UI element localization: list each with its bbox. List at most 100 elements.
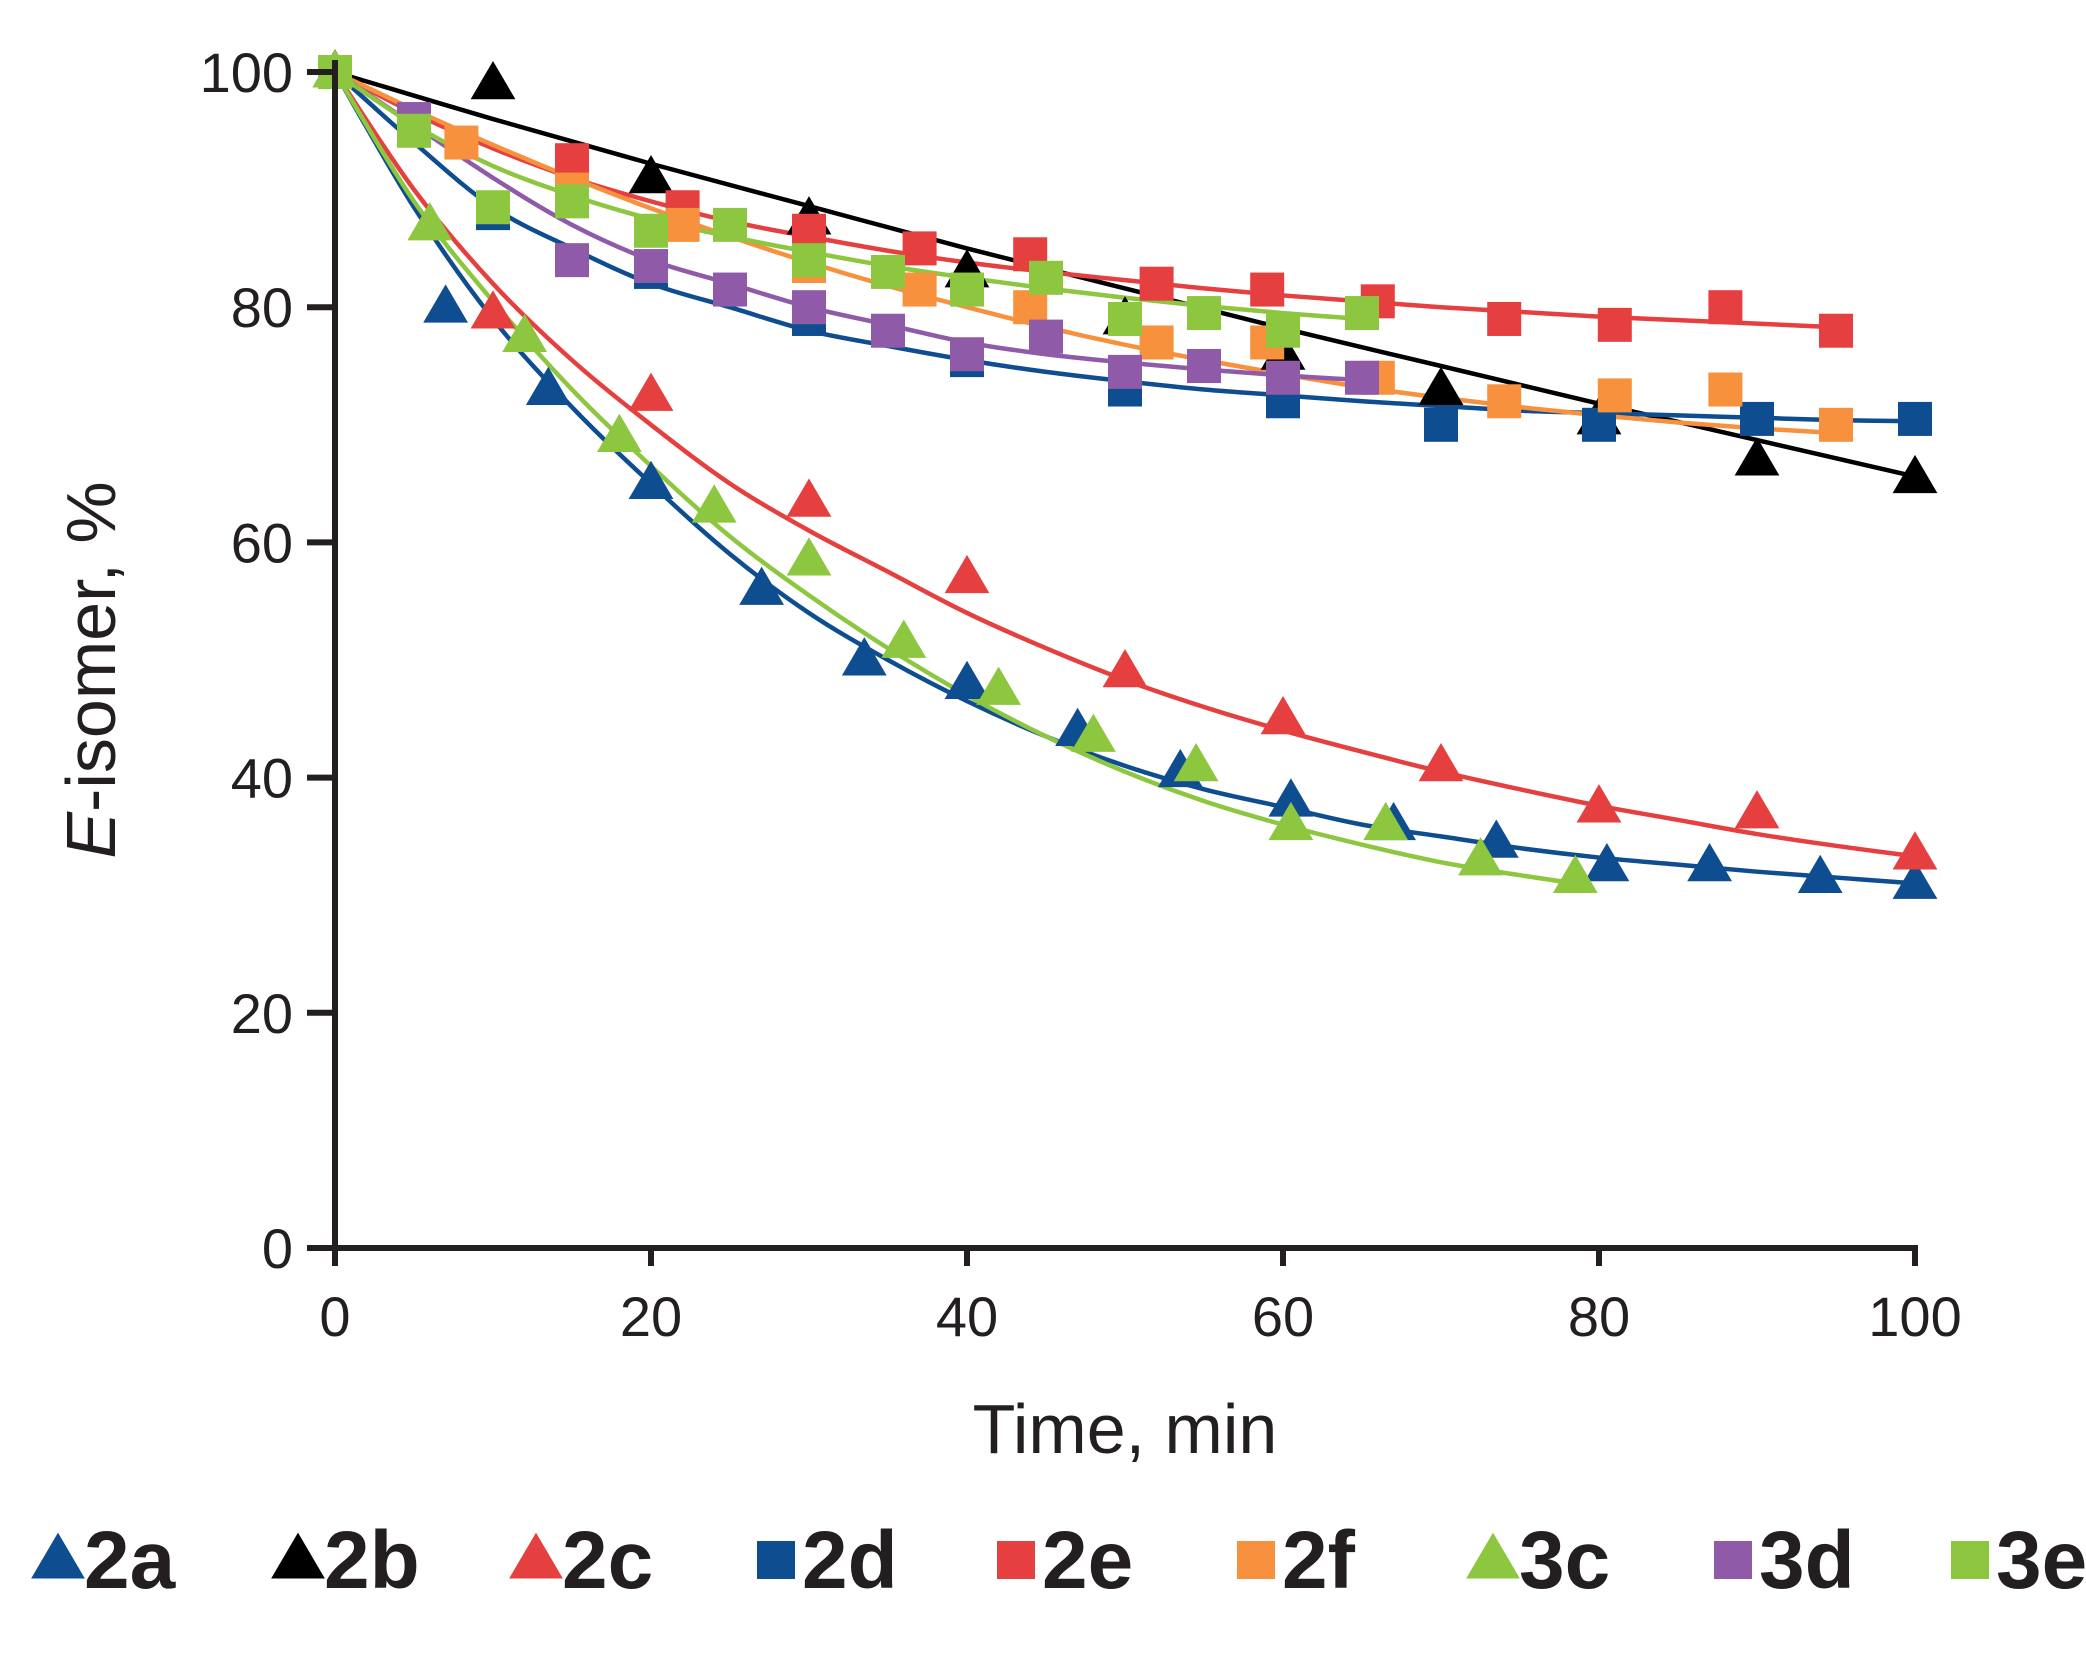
- data-point-3e: [1108, 301, 1142, 336]
- data-point-3c: [407, 202, 453, 241]
- legend-marker-2e: [997, 1541, 1035, 1579]
- legend-marker-3c: [1466, 1532, 1520, 1579]
- data-point-3d: [1345, 360, 1379, 395]
- legend-marker-2d: [757, 1541, 795, 1579]
- y-tick-label: 20: [231, 982, 293, 1045]
- data-point-2b: [1892, 454, 1938, 494]
- data-point-2c: [628, 372, 674, 411]
- data-point-3e: [871, 254, 905, 289]
- data-point-3c: [1173, 743, 1219, 782]
- data-point-2e: [902, 231, 937, 266]
- data-point-2c: [944, 554, 990, 594]
- data-point-3d: [1187, 349, 1221, 383]
- legend-marker-2c: [509, 1532, 563, 1579]
- x-tick-label: 20: [620, 1285, 682, 1348]
- data-point-2b: [1734, 437, 1780, 476]
- data-point-3c: [1363, 801, 1409, 841]
- legend-label-2c: 2c: [562, 1515, 653, 1606]
- axes: [332, 60, 1918, 1251]
- data-point-2a: [841, 637, 887, 676]
- data-point-3e: [476, 190, 510, 225]
- data-point-3e: [1187, 296, 1221, 331]
- data-point-3e: [634, 213, 668, 248]
- data-point-3d: [634, 249, 668, 284]
- data-point-2f: [444, 125, 479, 160]
- x-tick-label: 0: [319, 1285, 350, 1348]
- legend-label-2f: 2f: [1282, 1515, 1356, 1606]
- data-point-2c: [1260, 695, 1306, 735]
- y-tick-label: 100: [200, 41, 293, 104]
- data-point-3c: [976, 666, 1021, 705]
- data-point-2d: [1424, 407, 1458, 442]
- legend: 2a 2b 2c 2d 2e 2f 3c 3d 3e: [31, 1515, 2086, 1606]
- x-tick-label: 80: [1568, 1285, 1630, 1348]
- data-point-3e: [713, 207, 747, 242]
- data-point-2e: [1708, 290, 1743, 325]
- data-point-2e: [792, 213, 826, 248]
- data-point-3d: [950, 337, 984, 372]
- data-point-3d: [1029, 319, 1063, 354]
- y-axis-title-italic: E: [52, 811, 130, 859]
- legend-marker-3d: [1714, 1541, 1752, 1579]
- data-point-2b: [1418, 366, 1464, 405]
- y-tick-label: 60: [231, 511, 293, 574]
- data-point-3c: [502, 313, 547, 353]
- data-point-2a: [1687, 842, 1732, 882]
- data-point-2c: [1576, 784, 1622, 823]
- data-point-2a: [423, 284, 468, 323]
- data-point-2d: [1898, 401, 1932, 436]
- data-point-2f: [1708, 372, 1743, 407]
- y-tick-label: 80: [231, 276, 293, 339]
- data-point-3d: [792, 290, 826, 325]
- legend-label-3e: 3e: [1996, 1515, 2086, 1606]
- data-point-3d: [713, 272, 747, 307]
- data-point-2f: [1139, 325, 1174, 360]
- data-point-2a: [739, 566, 784, 605]
- data-point-2d: [1582, 407, 1616, 442]
- x-tick-label: 40: [936, 1285, 998, 1348]
- data-point-2f: [1013, 290, 1048, 325]
- y-axis-title-rest: -isomer, %: [52, 481, 130, 812]
- data-point-2f: [1819, 407, 1853, 442]
- data-point-2a: [525, 366, 571, 405]
- data-point-2a: [944, 660, 990, 699]
- data-point-2c: [1892, 831, 1938, 870]
- legend-marker-3e: [1951, 1541, 1989, 1579]
- data-point-2b: [470, 60, 516, 100]
- data-point-2c: [1102, 648, 1148, 688]
- data-point-2a: [1797, 854, 1843, 894]
- data-point-2f: [665, 207, 700, 242]
- legend-label-3c: 3c: [1519, 1515, 1610, 1606]
- data-point-2d: [1740, 401, 1774, 436]
- data-points: [312, 49, 1938, 899]
- data-point-3e: [1266, 313, 1300, 348]
- data-point-2f: [902, 272, 937, 307]
- data-point-3d: [1108, 354, 1142, 389]
- data-point-3c: [881, 619, 927, 658]
- data-point-3e: [555, 184, 589, 219]
- legend-label-2b: 2b: [324, 1515, 420, 1606]
- fit-line-2c: [333, 70, 1916, 859]
- data-point-2a: [1268, 778, 1314, 817]
- data-point-3c: [1268, 801, 1314, 841]
- ticks: 0 20 40 60 80 100 0 20 40 60 80 100: [200, 41, 1962, 1348]
- data-point-2c: [786, 478, 832, 517]
- legend-label-2d: 2d: [802, 1515, 898, 1606]
- x-tick-label: 60: [1252, 1285, 1314, 1348]
- legend-label-2e: 2e: [1042, 1515, 1133, 1606]
- data-point-3d: [1266, 360, 1300, 395]
- legend-marker-2b: [271, 1532, 325, 1579]
- data-point-3c: [1458, 837, 1503, 876]
- data-point-3c: [597, 413, 642, 453]
- data-point-3c: [691, 484, 737, 523]
- data-point-2e: [1250, 272, 1285, 307]
- data-point-2b: [628, 155, 674, 194]
- legend-marker-2f: [1237, 1541, 1275, 1579]
- data-point-3c: [1552, 854, 1598, 894]
- data-point-2a: [1584, 842, 1630, 882]
- y-tick-label: 40: [231, 747, 293, 810]
- y-axis-title: E-isomer, %: [52, 481, 130, 858]
- data-point-2e: [1597, 307, 1632, 342]
- data-point-2c: [1734, 790, 1780, 829]
